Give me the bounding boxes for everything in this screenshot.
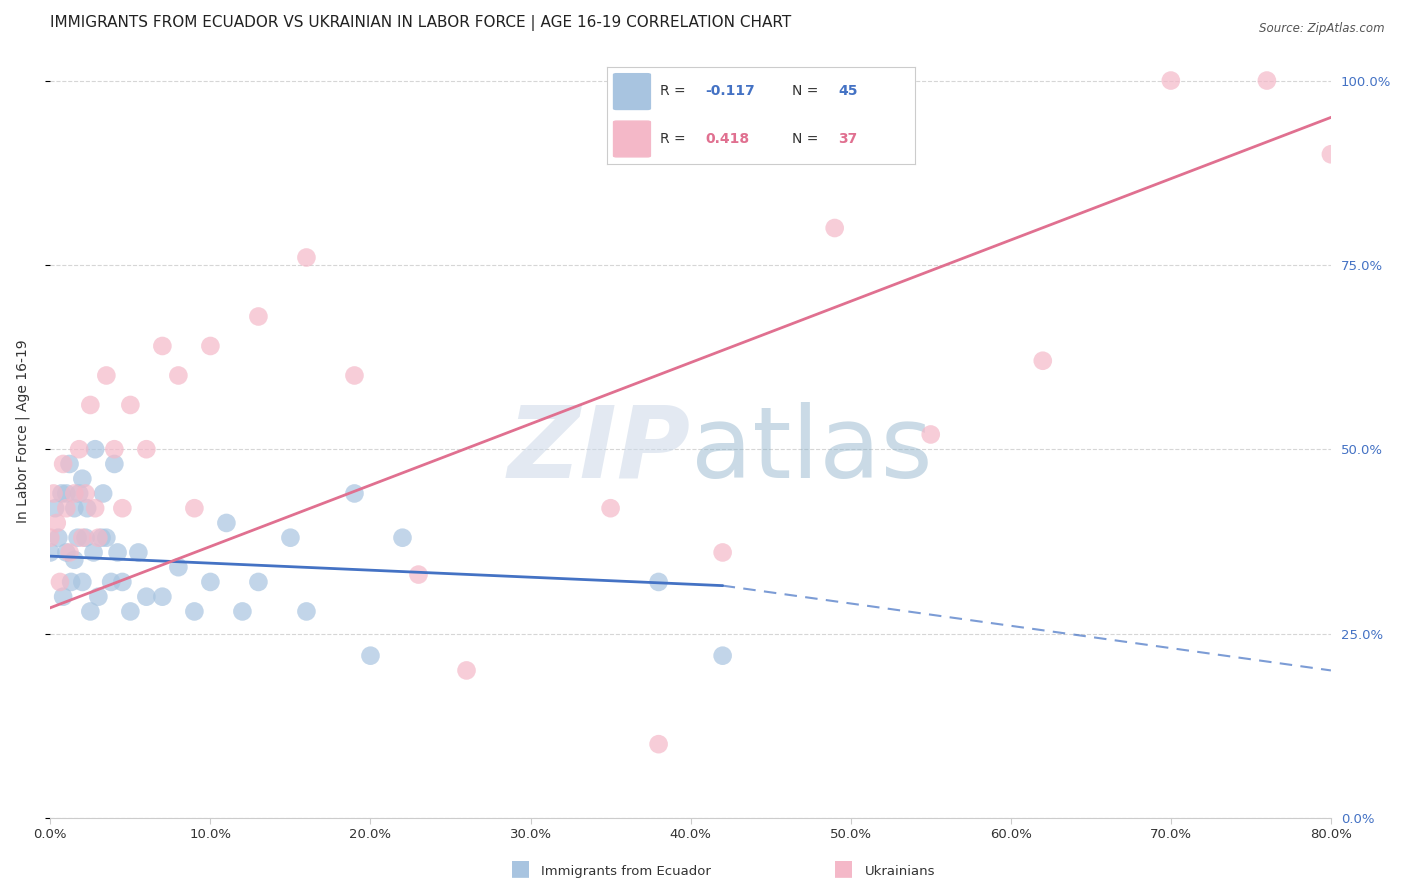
Text: IMMIGRANTS FROM ECUADOR VS UKRAINIAN IN LABOR FORCE | AGE 16-19 CORRELATION CHAR: IMMIGRANTS FROM ECUADOR VS UKRAINIAN IN …	[51, 15, 792, 31]
Point	[60, 574, 83, 589]
Point	[295, 604, 318, 618]
Point	[150, 590, 173, 604]
Point	[647, 737, 669, 751]
Point	[76, 501, 98, 516]
Point	[75, 486, 97, 500]
Point	[343, 368, 366, 383]
Point	[55, 501, 77, 516]
Point	[72, 472, 94, 486]
Point	[711, 545, 734, 559]
Point	[51, 486, 73, 500]
Point	[824, 221, 846, 235]
Point	[135, 590, 157, 604]
Point	[200, 339, 222, 353]
Point	[1320, 147, 1343, 161]
Text: atlas: atlas	[690, 401, 932, 499]
Point	[711, 648, 734, 663]
Point	[90, 531, 112, 545]
Point	[111, 574, 134, 589]
Point	[247, 310, 270, 324]
Point	[1160, 73, 1182, 87]
Point	[96, 368, 118, 383]
Text: Source: ZipAtlas.com: Source: ZipAtlas.com	[1260, 22, 1385, 36]
Point	[120, 398, 142, 412]
Point	[200, 574, 222, 589]
Point	[63, 501, 86, 516]
Point	[83, 545, 105, 559]
Point	[167, 368, 190, 383]
Text: Immigrants from Ecuador: Immigrants from Ecuador	[541, 864, 711, 878]
Point	[135, 442, 157, 457]
Point	[391, 531, 413, 545]
Point	[647, 574, 669, 589]
Point	[63, 486, 86, 500]
Point	[72, 574, 94, 589]
Point	[343, 486, 366, 500]
Point	[103, 457, 125, 471]
Point	[75, 531, 97, 545]
Text: Ukrainians: Ukrainians	[865, 864, 935, 878]
Point	[52, 457, 75, 471]
Point	[45, 516, 67, 530]
Point	[84, 501, 107, 516]
Point	[42, 486, 65, 500]
Point	[111, 501, 134, 516]
Point	[52, 590, 75, 604]
Point	[96, 531, 118, 545]
Point	[231, 604, 253, 618]
Point	[87, 531, 110, 545]
Point	[58, 457, 80, 471]
Point	[49, 574, 72, 589]
Point	[84, 442, 107, 457]
Point	[58, 545, 80, 559]
Point	[280, 531, 302, 545]
Text: ■: ■	[834, 858, 853, 878]
Point	[599, 501, 621, 516]
Text: ZIP: ZIP	[508, 401, 690, 499]
Point	[127, 545, 149, 559]
Point	[72, 531, 94, 545]
Point	[39, 545, 62, 559]
Point	[87, 590, 110, 604]
Point	[46, 531, 69, 545]
Point	[1256, 73, 1278, 87]
Point	[295, 251, 318, 265]
Point	[359, 648, 381, 663]
Point	[39, 531, 62, 545]
Y-axis label: In Labor Force | Age 16-19: In Labor Force | Age 16-19	[15, 339, 30, 523]
Point	[215, 516, 238, 530]
Point	[100, 574, 122, 589]
Point	[408, 567, 430, 582]
Point	[1032, 353, 1054, 368]
Point	[150, 339, 173, 353]
Point	[44, 501, 66, 516]
Point	[167, 560, 190, 574]
Point	[456, 664, 478, 678]
Point	[79, 604, 101, 618]
Point	[183, 501, 205, 516]
Point	[247, 574, 270, 589]
Point	[55, 486, 77, 500]
Point	[107, 545, 129, 559]
Point	[66, 531, 89, 545]
Point	[91, 486, 114, 500]
Point	[79, 398, 101, 412]
Point	[67, 486, 90, 500]
Point	[63, 553, 86, 567]
Point	[67, 442, 90, 457]
Point	[183, 604, 205, 618]
Point	[920, 427, 942, 442]
Point	[55, 545, 77, 559]
Point	[103, 442, 125, 457]
Point	[120, 604, 142, 618]
Text: ■: ■	[510, 858, 530, 878]
